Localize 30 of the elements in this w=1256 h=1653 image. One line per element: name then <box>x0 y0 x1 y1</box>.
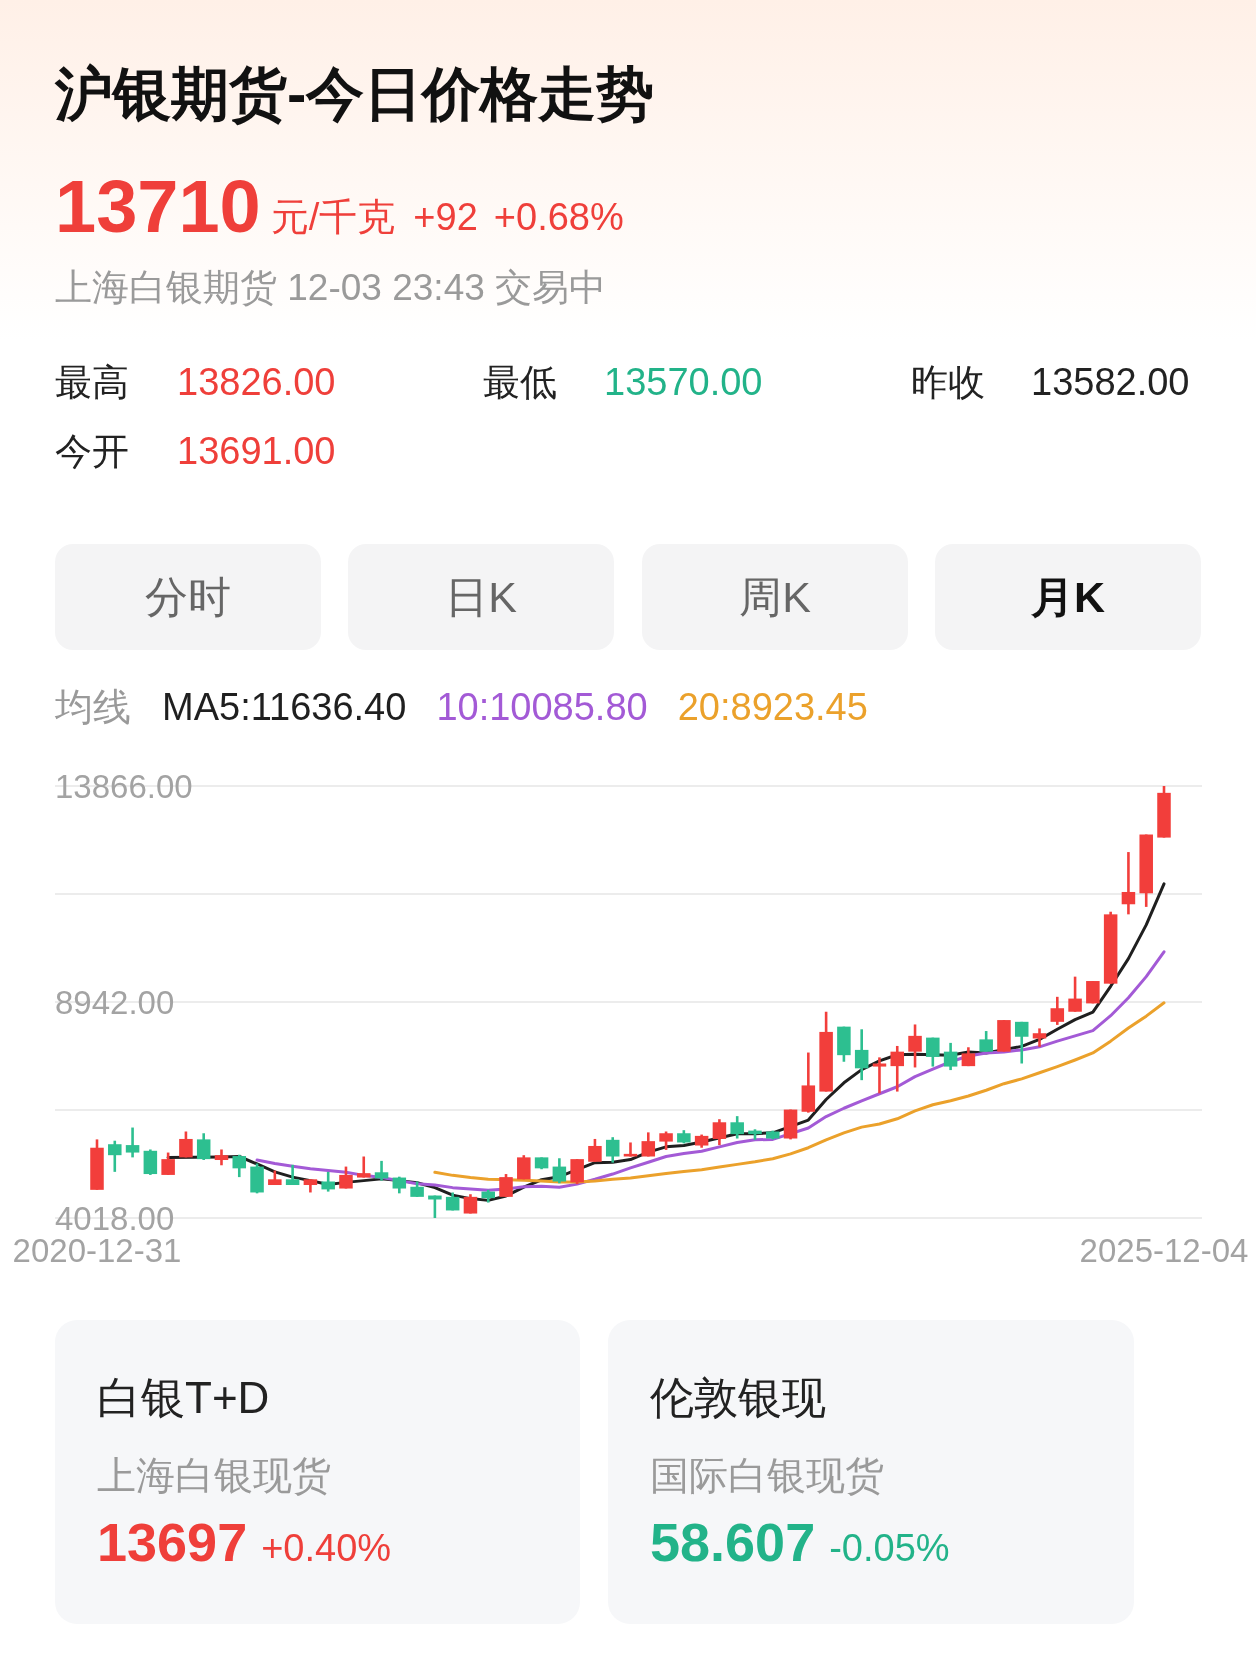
text: 13582.00 <box>1031 361 1190 403</box>
text: 国际白银现货 <box>650 1454 884 1497</box>
tab-button: 月K <box>935 544 1201 650</box>
text: 13710 <box>55 165 261 248</box>
text: 昨收 <box>911 362 985 403</box>
text: 元/千克 <box>270 196 396 238</box>
text: 上海白银现货 <box>97 1454 331 1497</box>
text: 最高 <box>55 362 129 403</box>
text: 上海白银期货 12-03 23:43 交易中 <box>55 267 607 308</box>
text: 伦敦银现 <box>650 1373 826 1422</box>
text: +0.68% <box>493 196 624 238</box>
x-tick-label: 2025-12-04 <box>1079 1232 1249 1269</box>
tab-button: 日K <box>348 544 614 650</box>
tab-button: 周K <box>642 544 908 650</box>
text: +92 <box>413 196 478 238</box>
text: 13697 <box>97 1512 248 1572</box>
chart-title: 沪银期货-今日价格走势 <box>54 61 655 126</box>
tab-button: 分时 <box>55 544 321 650</box>
text: 13570.00 <box>604 361 763 403</box>
legend: 均线 MA5:11636.40 10:10085.80 20:8923.45 <box>55 686 868 728</box>
text: 白银T+D <box>97 1373 270 1422</box>
text: 今开 <box>55 431 129 472</box>
text: 13826.00 <box>177 361 336 403</box>
text: -0.05% <box>829 1527 950 1569</box>
y-tick-label: 8942.00 <box>55 984 175 1021</box>
y-tick-label: 13866.00 <box>55 768 193 805</box>
text: +0.40% <box>261 1527 392 1569</box>
text: 最低 <box>483 362 557 403</box>
text: 13691.00 <box>177 430 336 472</box>
text: 58.607 <box>650 1512 816 1572</box>
